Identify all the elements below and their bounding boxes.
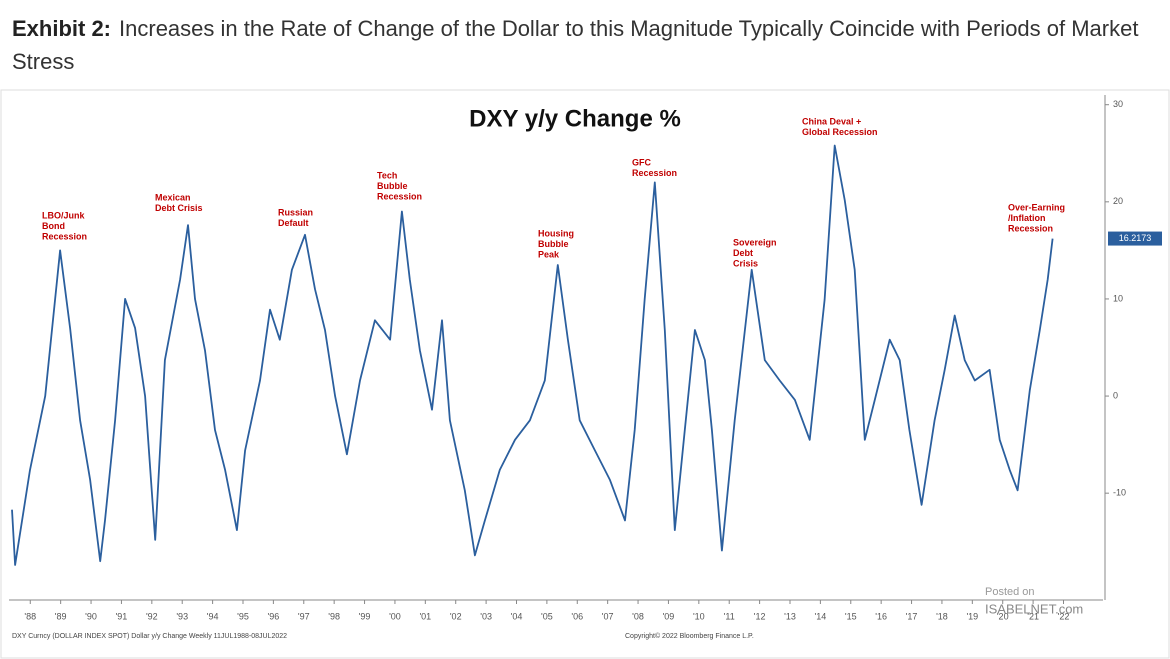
annotation: Recession bbox=[632, 168, 677, 178]
y-tick-label: 30 bbox=[1113, 99, 1123, 109]
x-tick-label: '16 bbox=[875, 611, 887, 621]
annotation: China Deval + bbox=[802, 116, 861, 126]
x-tick-label: '21 bbox=[1027, 611, 1039, 621]
last-value-label: 16.2173 bbox=[1119, 233, 1152, 243]
x-tick-label: '88 bbox=[24, 611, 36, 621]
chart-frame bbox=[0, 89, 1170, 659]
exhibit-label: Exhibit 2: bbox=[12, 16, 112, 41]
chart-title: DXY y/y Change % bbox=[469, 105, 681, 132]
watermark: Posted on bbox=[985, 586, 1035, 598]
x-tick-label: '03 bbox=[480, 611, 492, 621]
annotation: Debt bbox=[733, 248, 753, 258]
annotation: Tech bbox=[377, 170, 397, 180]
x-tick-label: '01 bbox=[419, 611, 431, 621]
x-tick-label: '02 bbox=[450, 611, 462, 621]
header: Exhibit 2: Increases in the Rate of Chang… bbox=[12, 12, 1162, 78]
x-tick-label: '00 bbox=[389, 611, 401, 621]
x-tick-label: '15 bbox=[845, 611, 857, 621]
x-tick-label: '98 bbox=[328, 611, 340, 621]
annotation: Recession bbox=[1008, 223, 1053, 233]
y-tick-label: 0 bbox=[1113, 390, 1118, 400]
x-tick-label: '97 bbox=[298, 611, 310, 621]
annotation: Russian bbox=[278, 207, 313, 217]
annotation: Sovereign bbox=[733, 237, 777, 247]
annotation: Recession bbox=[42, 231, 87, 241]
x-tick-label: '17 bbox=[906, 611, 918, 621]
annotation: Bubble bbox=[538, 239, 569, 249]
x-tick-label: '06 bbox=[571, 611, 583, 621]
header-title: Increases in the Rate of Change of the D… bbox=[12, 16, 1139, 74]
y-tick-label: -10 bbox=[1113, 488, 1126, 498]
x-tick-label: '20 bbox=[997, 611, 1009, 621]
x-tick-label: '89 bbox=[55, 611, 67, 621]
x-tick-label: '13 bbox=[784, 611, 796, 621]
x-tick-label: '08 bbox=[632, 611, 644, 621]
annotation: Crisis bbox=[733, 258, 758, 268]
x-tick-label: '07 bbox=[602, 611, 614, 621]
x-tick-label: '14 bbox=[815, 611, 827, 621]
last-value-box bbox=[1108, 231, 1162, 246]
x-tick-label: '19 bbox=[966, 611, 978, 621]
annotation: /Inflation bbox=[1008, 213, 1046, 223]
x-tick-label: '18 bbox=[936, 611, 948, 621]
x-tick-label: '94 bbox=[207, 611, 219, 621]
x-tick-label: '90 bbox=[85, 611, 97, 621]
annotation: Over-Earning bbox=[1008, 202, 1065, 212]
annotation: Housing bbox=[538, 228, 574, 238]
x-tick-label: '10 bbox=[693, 611, 705, 621]
annotation: Mexican bbox=[155, 192, 191, 202]
x-tick-label: '11 bbox=[724, 611, 735, 621]
footer-right: Copyright© 2022 Bloomberg Finance L.P. bbox=[625, 632, 754, 640]
annotation: Global Recession bbox=[802, 127, 878, 137]
y-tick-label: 10 bbox=[1113, 293, 1123, 303]
x-tick-label: '95 bbox=[237, 611, 249, 621]
annotation: Bubble bbox=[377, 181, 408, 191]
x-tick-label: '92 bbox=[146, 611, 158, 621]
line-series bbox=[11, 144, 1054, 566]
annotation: Default bbox=[278, 218, 309, 228]
watermark: ISABELNET.com bbox=[985, 601, 1083, 616]
annotation: GFC bbox=[632, 157, 651, 167]
annotation: Bond bbox=[42, 221, 65, 231]
x-tick-label: '91 bbox=[116, 611, 128, 621]
x-tick-label: '22 bbox=[1058, 611, 1070, 621]
x-tick-label: '99 bbox=[359, 611, 371, 621]
footer-left: DXY Curncy (DOLLAR INDEX SPOT) Dollar y/… bbox=[12, 633, 287, 640]
annotation: Recession bbox=[377, 191, 422, 201]
x-tick-label: '04 bbox=[511, 611, 523, 621]
x-tick-label: '12 bbox=[754, 611, 766, 621]
y-tick-label: 20 bbox=[1113, 196, 1123, 206]
annotation: Peak bbox=[538, 249, 560, 259]
x-tick-label: '05 bbox=[541, 611, 553, 621]
annotation: Debt Crisis bbox=[155, 203, 203, 213]
x-tick-label: '96 bbox=[268, 611, 280, 621]
x-tick-label: '93 bbox=[176, 611, 188, 621]
annotation: LBO/Junk bbox=[42, 210, 85, 220]
x-tick-label: '09 bbox=[663, 611, 675, 621]
